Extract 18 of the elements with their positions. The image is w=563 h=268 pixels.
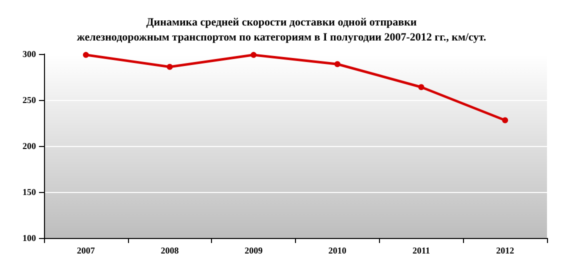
- point: [82, 52, 89, 58]
- x-tick-label: 2008: [160, 246, 180, 256]
- y-tick-label: 150: [22, 187, 36, 197]
- point: [502, 117, 508, 124]
- y-tick-label: 250: [22, 95, 36, 105]
- x-tick-label: 2012: [496, 246, 515, 256]
- y-tick-label: 100: [22, 233, 36, 243]
- point: [250, 52, 257, 58]
- x-tick-label: 2010: [328, 246, 347, 256]
- x-tick-label: 2009: [244, 246, 264, 256]
- point: [418, 84, 424, 90]
- point: [334, 61, 340, 68]
- x-tick-label: 2007: [76, 246, 96, 256]
- y-tick-label: 200: [22, 141, 36, 151]
- chart-title: Динамика средней скорости доставки одной отправки железнодорожным транспортом по категориям в I полугодии 2007-2012 гг., км/сут.: [76, 16, 486, 44]
- y-tick-label: 300: [22, 49, 36, 59]
- x-tick-label: 2011: [412, 246, 430, 256]
- point: [166, 64, 173, 70]
